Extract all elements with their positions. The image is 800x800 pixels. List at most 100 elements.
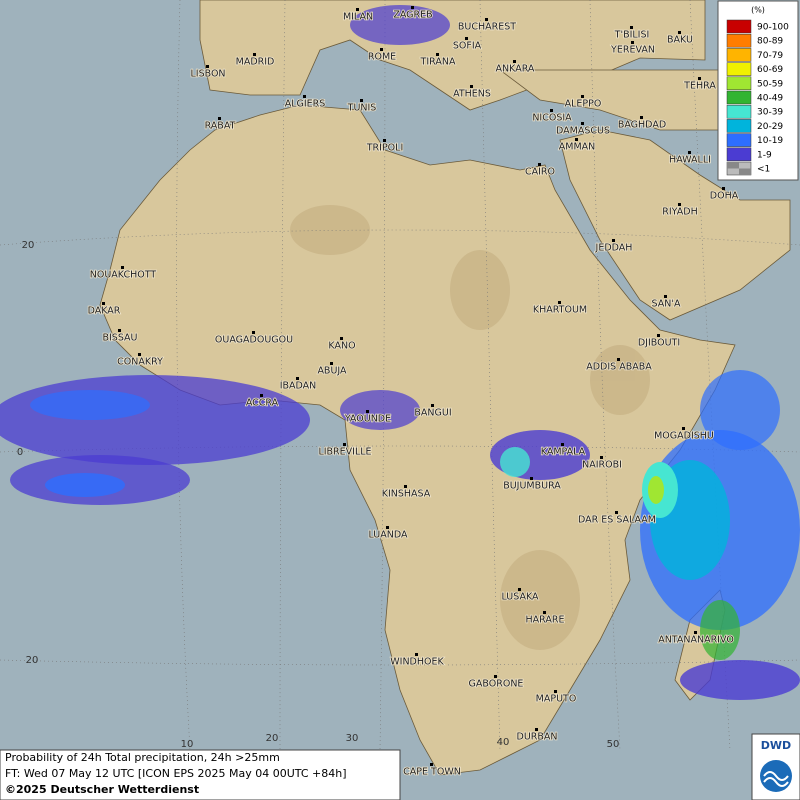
footer-box xyxy=(0,749,401,800)
city-marker xyxy=(538,163,541,166)
city-marker xyxy=(356,8,359,11)
city-marker xyxy=(485,18,488,21)
city-label: MILAN xyxy=(343,12,373,23)
city-label: AMMAN xyxy=(559,142,596,153)
legend-checker xyxy=(739,168,751,175)
city-marker xyxy=(581,122,584,125)
city-marker xyxy=(121,266,124,269)
city-marker xyxy=(630,26,633,29)
city-marker xyxy=(253,53,256,56)
city-marker xyxy=(657,334,660,337)
city-label: CAIRO xyxy=(525,167,555,178)
city-marker xyxy=(615,511,618,514)
city-marker xyxy=(386,526,389,529)
city-label: ACCRA xyxy=(246,398,279,409)
city-label: BAGHDAD xyxy=(618,120,666,131)
city-marker xyxy=(102,302,105,305)
city-label: DAKAR xyxy=(88,306,121,317)
city-marker xyxy=(561,443,564,446)
lon-label: 50 xyxy=(607,739,620,750)
lat-label: 0 xyxy=(17,447,23,458)
legend-swatch xyxy=(726,90,752,105)
city-marker xyxy=(366,410,369,413)
city-marker xyxy=(252,331,255,334)
legend-unit: (%) xyxy=(751,6,765,15)
city-label: LIBREVILLE xyxy=(318,447,371,458)
lat-label: 20 xyxy=(22,240,35,251)
lon-label: 20 xyxy=(266,733,279,744)
city-label: LUSAKA xyxy=(501,592,539,603)
city-marker xyxy=(575,138,578,141)
city-marker xyxy=(688,151,691,154)
city-label: ADDIS ABABA xyxy=(586,362,652,373)
city-marker xyxy=(722,187,725,190)
city-label: ANKARA xyxy=(496,64,535,75)
city-marker xyxy=(617,358,620,361)
city-label: TEHRA xyxy=(683,81,716,92)
city-marker xyxy=(343,443,346,446)
city-marker xyxy=(340,337,343,340)
city-label: DOHA xyxy=(710,191,739,202)
city-label: BISSAU xyxy=(102,333,137,344)
city-label: TUNIS xyxy=(347,103,377,114)
city-label: RIYADH xyxy=(662,207,697,218)
city-label: KHARTOUM xyxy=(533,305,587,316)
city-marker xyxy=(664,295,667,298)
legend-label: 10-19 xyxy=(757,136,783,146)
city-marker xyxy=(518,588,521,591)
city-label: CONAKRY xyxy=(117,357,163,368)
city-label: YEREVAN xyxy=(610,45,655,56)
city-label: LUANDA xyxy=(368,530,408,541)
lon-label: 30 xyxy=(346,733,359,744)
city-marker xyxy=(415,653,418,656)
legend-label: 80-89 xyxy=(757,37,783,47)
city-marker xyxy=(631,41,634,44)
city-marker xyxy=(678,31,681,34)
city-marker xyxy=(411,6,414,9)
legend-swatch xyxy=(726,48,752,62)
city-label: BUCHAREST xyxy=(458,22,516,33)
city-label: BUJUMBURA xyxy=(503,481,561,492)
city-label: TIRANA xyxy=(420,57,456,68)
city-label: KINSHASA xyxy=(382,489,431,500)
city-label: OUAGADOUGOU xyxy=(215,335,293,346)
city-label: LISBON xyxy=(190,69,225,80)
logo-text: DWD xyxy=(761,739,791,752)
city-marker xyxy=(640,116,643,119)
legend-swatch xyxy=(726,147,752,162)
graticule-labels: 20 0 20 10 20 30 40 50 xyxy=(17,240,620,750)
city-marker xyxy=(138,353,141,356)
logo-waves xyxy=(763,771,789,787)
city-label: MADRID xyxy=(236,57,275,68)
city-label: IBADAN xyxy=(280,381,317,392)
city-label: ALGIERS xyxy=(285,99,326,110)
city-label: ZAGREB xyxy=(393,10,432,21)
city-marker xyxy=(550,109,553,112)
city-label: RABAT xyxy=(205,121,236,132)
city-marker xyxy=(694,631,697,634)
city-marker xyxy=(296,377,299,380)
lon-label: 40 xyxy=(497,737,510,748)
city-marker xyxy=(118,329,121,332)
lat-label: 20 xyxy=(26,655,39,666)
city-marker xyxy=(404,485,407,488)
legend-swatch xyxy=(726,76,752,91)
legend: (%) 90-100 80-89 70-79 60-69 50-59 40-49 30-39… xyxy=(717,0,799,181)
legend-swatch xyxy=(726,19,752,34)
legend-label: 40-49 xyxy=(757,94,783,104)
city-marker xyxy=(465,37,468,40)
city-marker xyxy=(513,60,516,63)
city-marker xyxy=(383,139,386,142)
legend-swatch xyxy=(726,62,752,76)
city-label: MAPUTO xyxy=(536,694,577,705)
city-marker xyxy=(380,48,383,51)
city-label: GABORONE xyxy=(469,679,524,690)
footer-line: Probability of 24h Total precipitation, … xyxy=(5,751,280,764)
legend-label: 30-39 xyxy=(757,108,783,118)
legend-swatch xyxy=(726,104,752,119)
city-label: DURBAN xyxy=(517,732,558,743)
city-label: NAIROBI xyxy=(582,460,622,471)
city-marker xyxy=(436,53,439,56)
city-marker xyxy=(206,65,209,68)
